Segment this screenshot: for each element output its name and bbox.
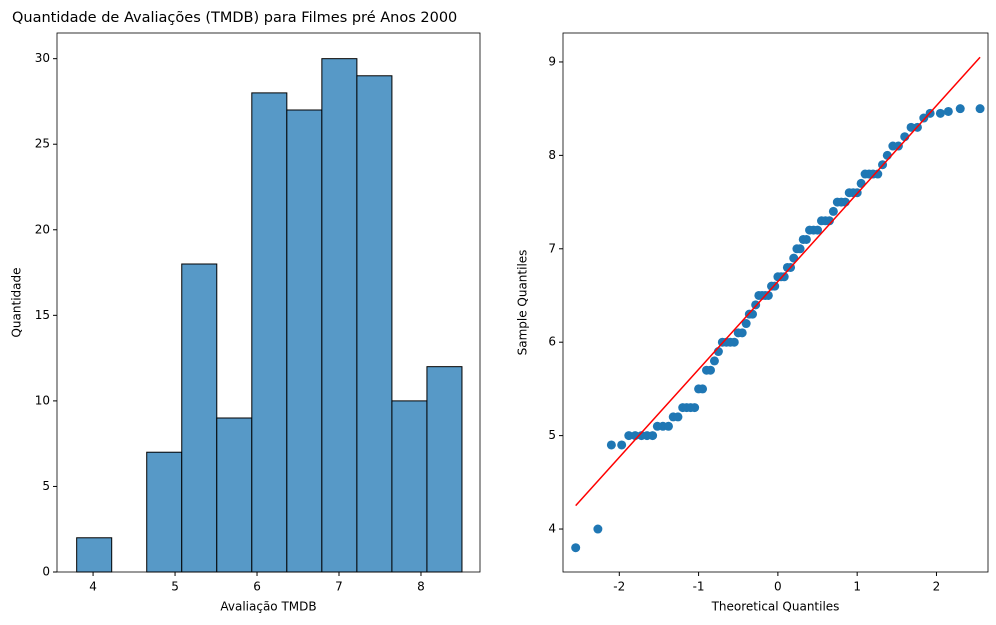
bar [321, 58, 358, 573]
x-tick-label: -2 [613, 580, 625, 594]
point [801, 234, 811, 244]
y-tick-label: 6 [548, 335, 556, 349]
x-axis-label: Avaliação TMDB [220, 600, 316, 614]
point [893, 141, 903, 151]
y-axis-label: Quantidade [10, 267, 24, 337]
y-tick-label: 4 [548, 522, 556, 536]
point [824, 216, 834, 226]
x-tick-label: 2 [933, 580, 941, 594]
point [741, 319, 751, 329]
point [840, 197, 850, 207]
point [919, 113, 929, 123]
x-tick-label: 8 [417, 580, 425, 594]
bar [216, 417, 253, 573]
point [779, 272, 789, 282]
y-tick-label: 20 [35, 222, 50, 236]
x-tick-label: 1 [853, 580, 861, 594]
axes-frame [56, 32, 481, 573]
point [690, 403, 700, 413]
x-tick-label: 7 [335, 580, 343, 594]
point [709, 356, 719, 366]
point [698, 384, 708, 394]
y-tick-label: 8 [548, 148, 556, 162]
y-tick-label: 25 [35, 137, 50, 151]
point [828, 206, 838, 216]
point [571, 543, 581, 553]
y-tick-label: 10 [35, 393, 50, 407]
x-axis-label: Theoretical Quantiles [711, 600, 840, 614]
point [906, 122, 916, 132]
point [705, 365, 715, 375]
point [873, 169, 883, 179]
fit-line [575, 56, 981, 507]
point [795, 244, 805, 254]
axes-frame [562, 32, 989, 573]
bar [146, 451, 183, 573]
bar [76, 537, 113, 573]
x-tick-label: 4 [89, 580, 97, 594]
y-tick-label: 5 [42, 479, 50, 493]
y-tick-label: 9 [548, 54, 556, 68]
bar [181, 263, 218, 573]
y-axis-label: Sample Quantiles [516, 250, 530, 356]
y-tick-label: 30 [35, 51, 50, 65]
point [737, 328, 747, 338]
y-tick-label: 5 [548, 428, 556, 442]
point [935, 108, 945, 118]
x-tick-label: 5 [171, 580, 179, 594]
point [729, 337, 739, 347]
x-tick-label: 6 [253, 580, 261, 594]
y-tick-label: 15 [35, 308, 50, 322]
point [624, 431, 634, 441]
point [763, 290, 773, 300]
point [882, 150, 892, 160]
x-tick-label: 0 [774, 580, 782, 594]
point [606, 440, 616, 450]
y-tick-label: 7 [548, 241, 556, 255]
point [673, 412, 683, 422]
point [617, 440, 627, 450]
point [648, 431, 658, 441]
point [813, 225, 823, 235]
point [593, 524, 603, 534]
chart-title: Quantidade de Avaliações (TMDB) para Fil… [12, 10, 457, 26]
y-tick-label: 0 [42, 565, 50, 579]
point [955, 104, 965, 114]
bar [356, 75, 393, 573]
bar [426, 366, 463, 573]
bar [286, 109, 323, 573]
bar [251, 92, 288, 573]
point [663, 421, 673, 431]
point [975, 104, 985, 114]
point [943, 106, 953, 116]
bar [391, 400, 428, 573]
x-tick-label: -1 [693, 580, 705, 594]
